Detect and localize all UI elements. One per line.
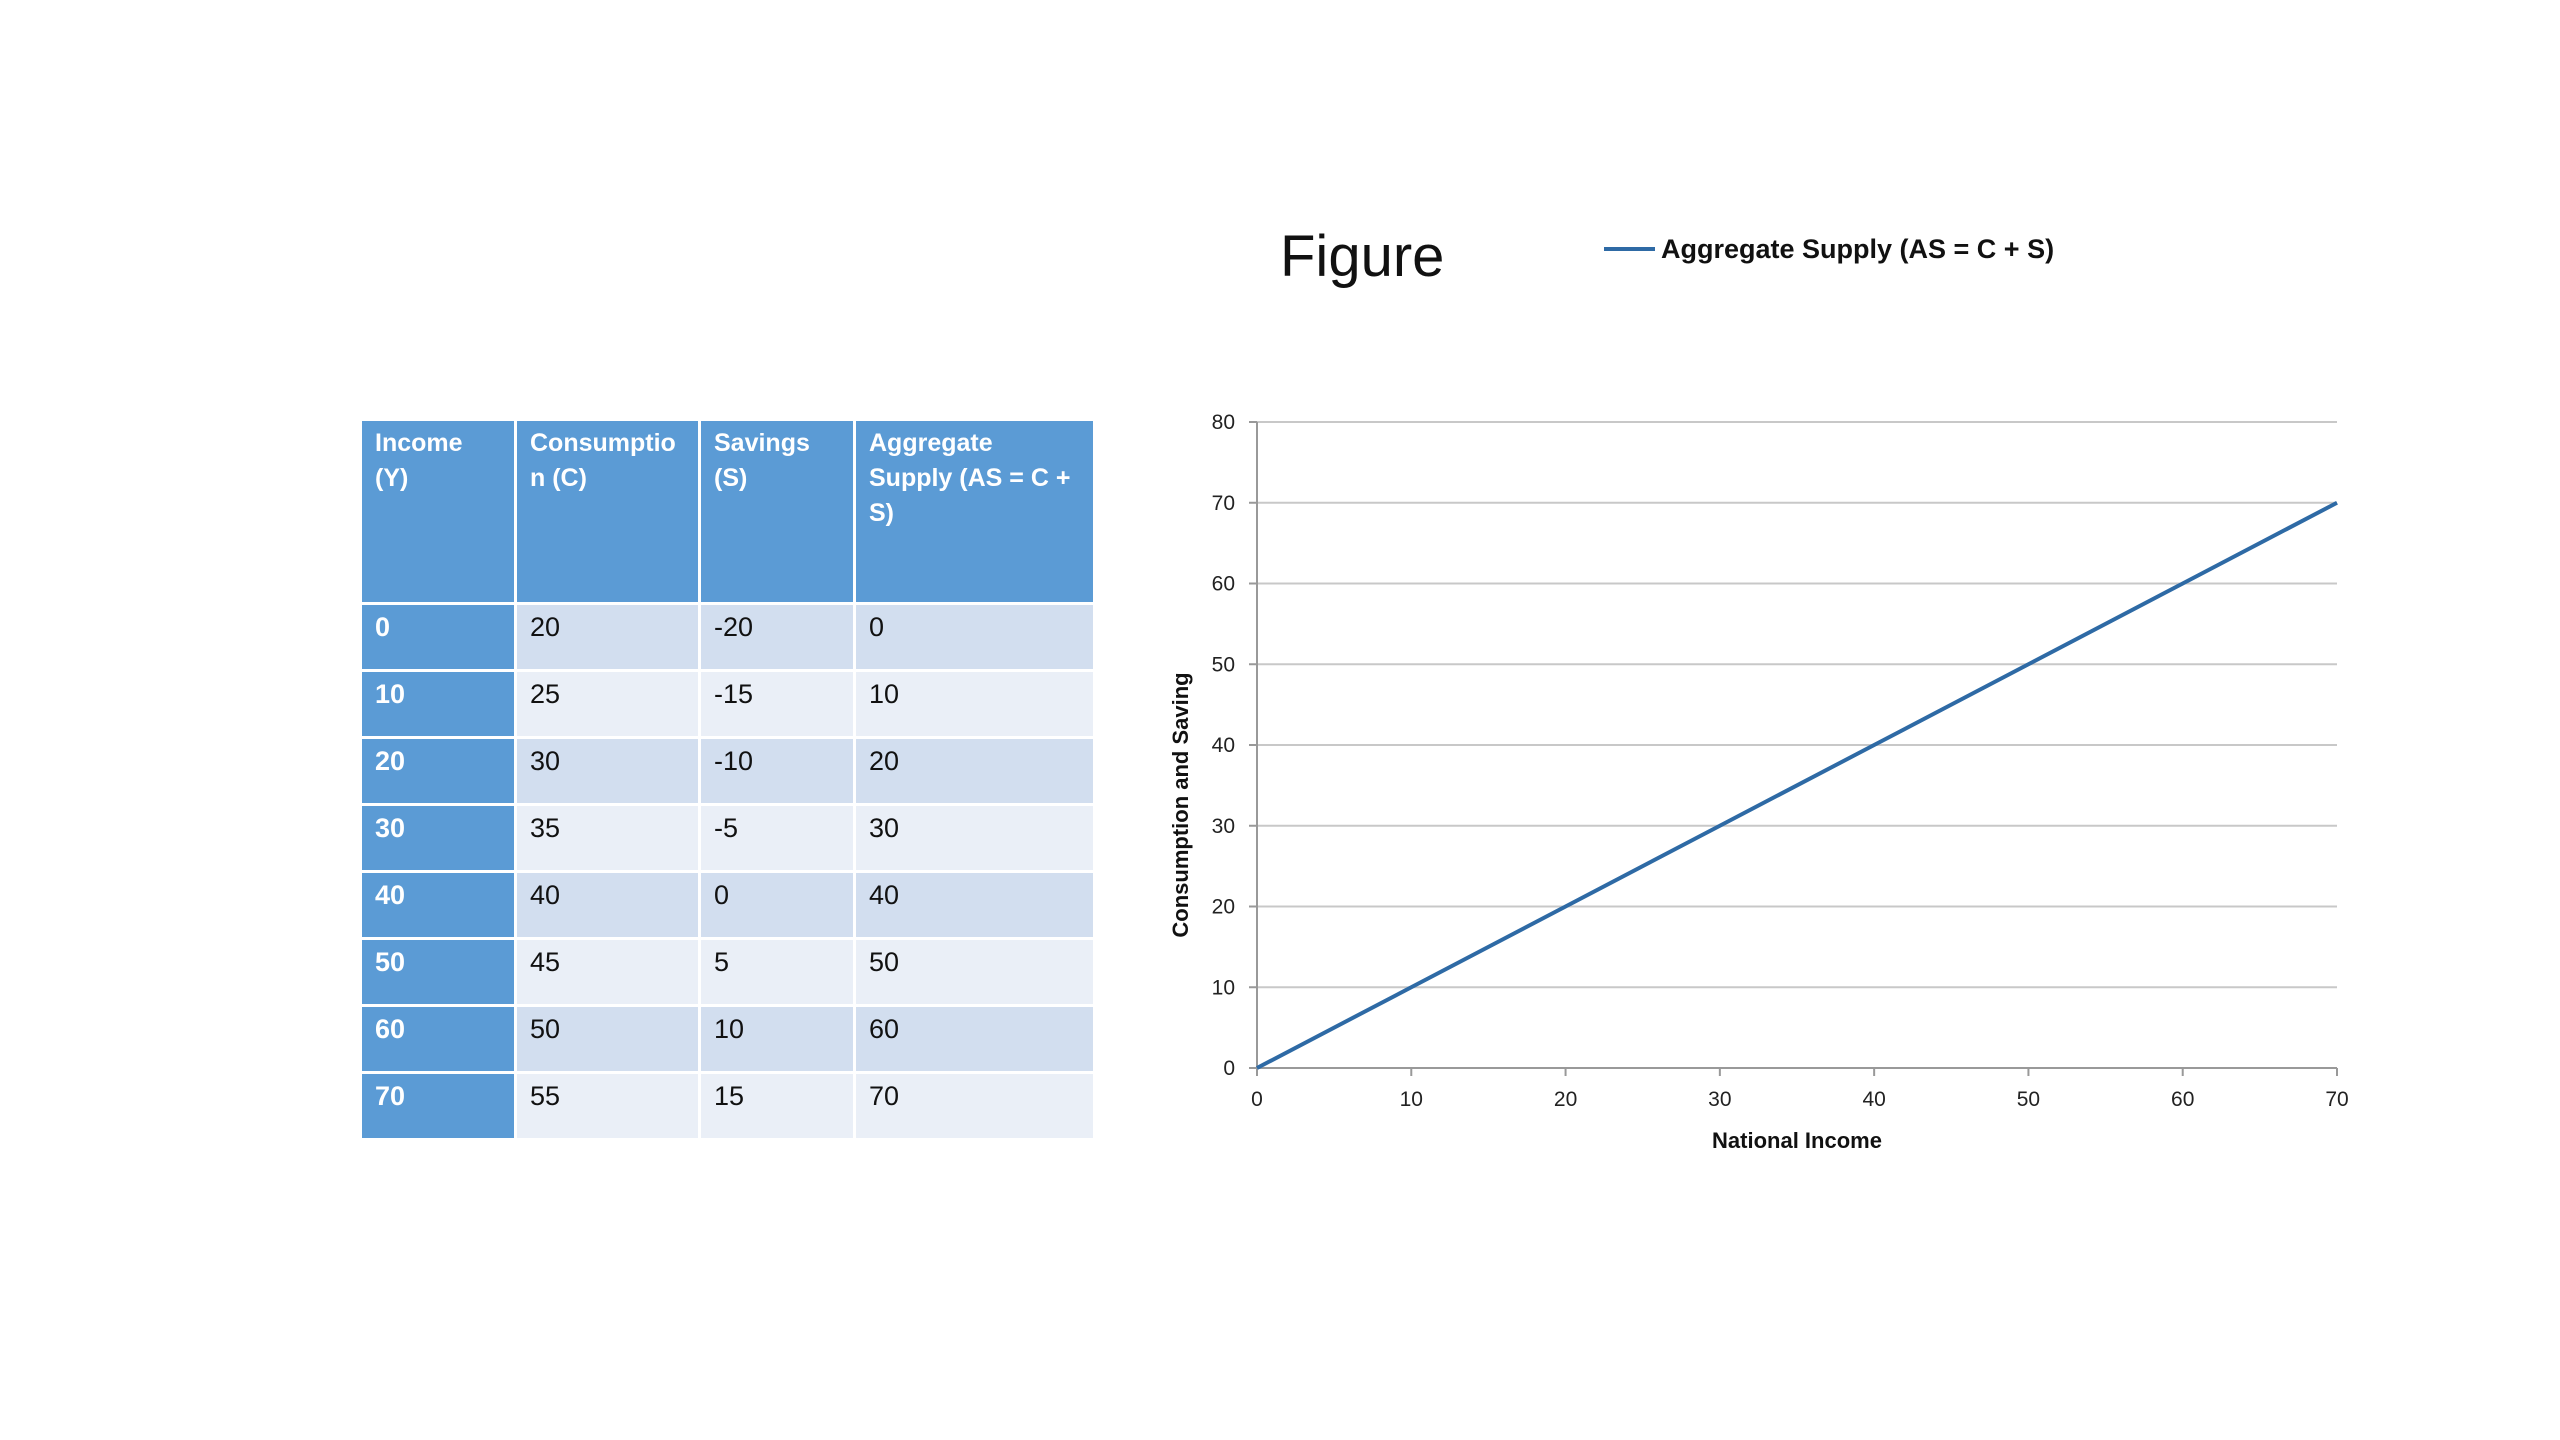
- cell-income: 40: [359, 870, 517, 940]
- cell-income: 30: [359, 803, 517, 873]
- cell-consumption: 55: [514, 1071, 701, 1141]
- legend-label: Aggregate Supply (AS = C + S): [1661, 234, 2054, 264]
- cell-consumption: 40: [514, 870, 701, 940]
- table-header-row: Income (Y) Consumptio n (C) Savings (S) …: [359, 418, 1096, 605]
- x-tick-label: 70: [2325, 1088, 2348, 1111]
- x-tick-label: 40: [1862, 1088, 1885, 1111]
- cell-aggregate-supply: 60: [853, 1004, 1096, 1074]
- cell-income: 70: [359, 1071, 517, 1141]
- data-table: Income (Y) Consumptio n (C) Savings (S) …: [359, 418, 1096, 1141]
- table-row: 20 30 -10 20: [359, 736, 1096, 806]
- figure-title: Figure: [1280, 224, 1445, 289]
- cell-savings: -10: [698, 736, 856, 806]
- x-tick-label: 20: [1554, 1088, 1577, 1111]
- table-row: 70 55 15 70: [359, 1071, 1096, 1141]
- table-row: 0 20 -20 0: [359, 602, 1096, 672]
- cell-aggregate-supply: 50: [853, 937, 1096, 1007]
- cell-consumption: 50: [514, 1004, 701, 1074]
- x-tick-label: 50: [2017, 1088, 2040, 1111]
- y-axis-title: Consumption and Saving: [1168, 672, 1193, 937]
- cell-savings: -20: [698, 602, 856, 672]
- y-tick-label: 40: [1212, 734, 1235, 757]
- cell-aggregate-supply: 20: [853, 736, 1096, 806]
- x-tick-label: 60: [2171, 1088, 2194, 1111]
- cell-income: 50: [359, 937, 517, 1007]
- y-tick-label: 20: [1212, 896, 1235, 919]
- cell-income: 20: [359, 736, 517, 806]
- cell-consumption: 35: [514, 803, 701, 873]
- cell-savings: 5: [698, 937, 856, 1007]
- cell-savings: 0: [698, 870, 856, 940]
- cell-income: 0: [359, 602, 517, 672]
- y-tick-label: 60: [1212, 573, 1235, 596]
- y-tick-label: 50: [1212, 653, 1235, 676]
- table-row: 10 25 -15 10: [359, 669, 1096, 739]
- cell-consumption: 30: [514, 736, 701, 806]
- header-aggregate-supply: Aggregate Supply (AS = C + S): [853, 418, 1096, 605]
- x-axis-title: National Income: [1712, 1128, 1882, 1153]
- cell-savings: 15: [698, 1071, 856, 1141]
- cell-income: 60: [359, 1004, 517, 1074]
- x-tick-label: 30: [1708, 1088, 1731, 1111]
- y-tick-label: 30: [1212, 815, 1235, 838]
- cell-aggregate-supply: 30: [853, 803, 1096, 873]
- table-row: 40 40 0 40: [359, 870, 1096, 940]
- cell-consumption: 45: [514, 937, 701, 1007]
- cell-savings: -5: [698, 803, 856, 873]
- cell-income: 10: [359, 669, 517, 739]
- cell-aggregate-supply: 40: [853, 870, 1096, 940]
- y-tick-label: 70: [1212, 492, 1235, 515]
- cell-savings: 10: [698, 1004, 856, 1074]
- y-tick-label: 0: [1223, 1057, 1235, 1080]
- series-line-aggregate-supply: [1256, 500, 2338, 1070]
- cell-aggregate-supply: 70: [853, 1071, 1096, 1141]
- cell-savings: -15: [698, 669, 856, 739]
- table-row: 30 35 -5 30: [359, 803, 1096, 873]
- header-savings: Savings (S): [698, 418, 856, 605]
- x-tick-label: 10: [1400, 1088, 1423, 1111]
- cell-aggregate-supply: 0: [853, 602, 1096, 672]
- y-tick-label: 10: [1212, 976, 1235, 999]
- y-tick-label: 80: [1212, 411, 1235, 434]
- header-income: Income (Y): [359, 418, 517, 605]
- header-consumption: Consumptio n (C): [514, 418, 701, 605]
- cell-consumption: 25: [514, 669, 701, 739]
- cell-aggregate-supply: 10: [853, 669, 1096, 739]
- table-row: 50 45 5 50: [359, 937, 1096, 1007]
- x-tick-label: 0: [1251, 1088, 1263, 1111]
- cell-consumption: 20: [514, 602, 701, 672]
- table-row: 60 50 10 60: [359, 1004, 1096, 1074]
